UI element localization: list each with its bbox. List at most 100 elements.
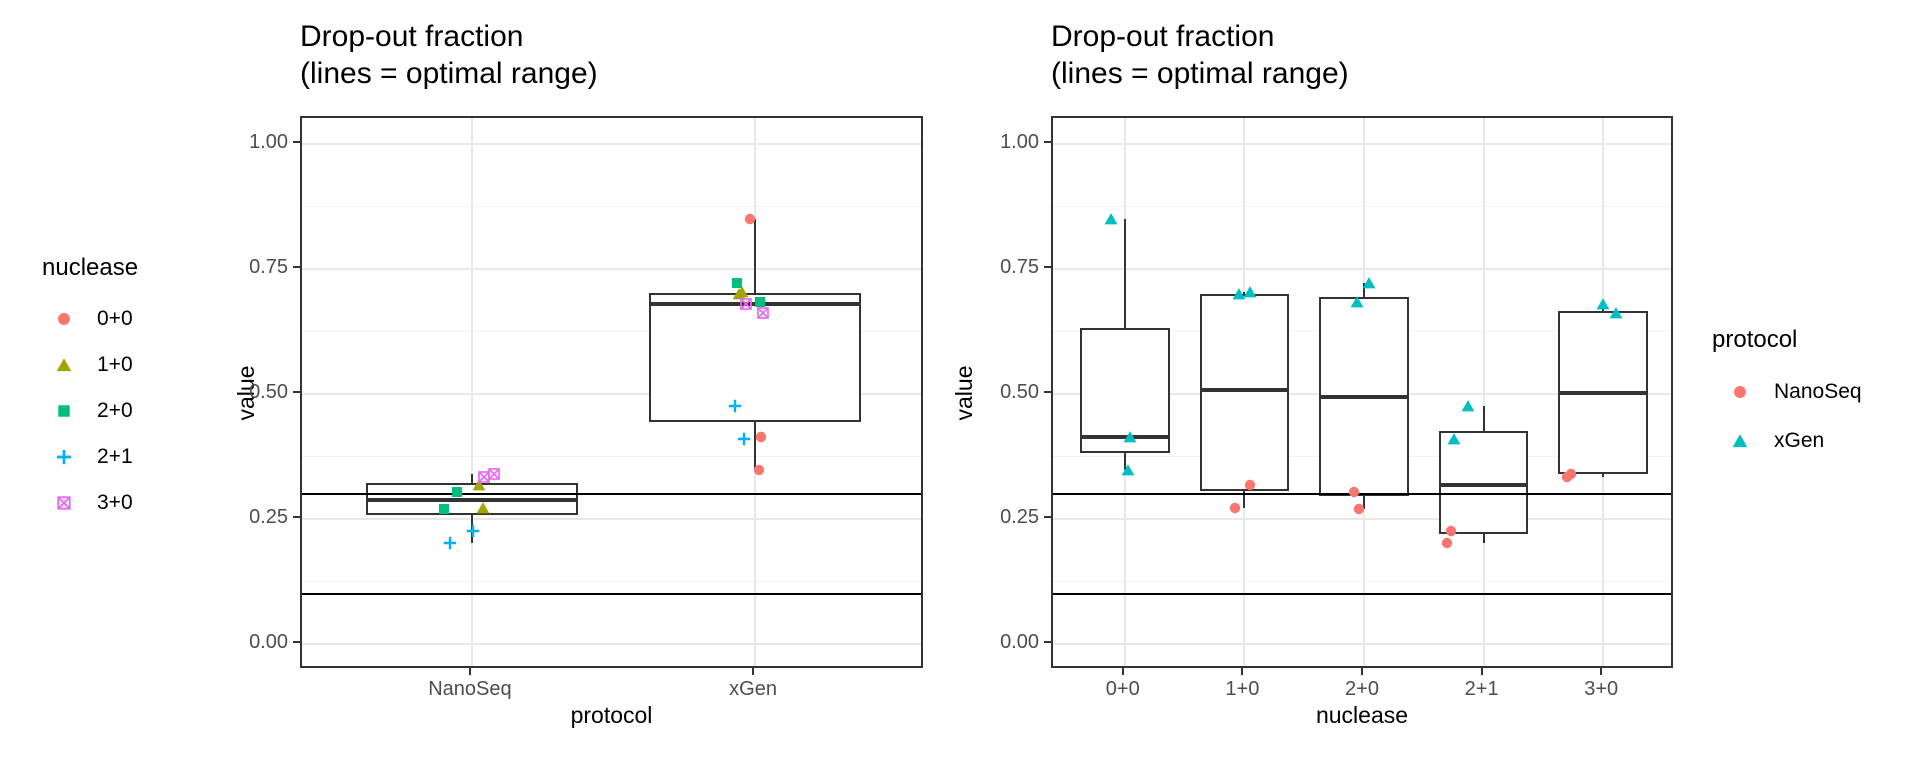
x-tick-mark	[1600, 668, 1603, 675]
y-tick-label: 0.75	[1000, 256, 1039, 278]
plot-title-line2: (lines = optimal range)	[1051, 57, 1349, 90]
reference-line	[1053, 493, 1671, 495]
legend-item-label: 0+0	[97, 307, 133, 330]
gridline-major	[302, 643, 921, 645]
boxplot-box	[648, 292, 862, 422]
legend-key-square-icon	[56, 403, 72, 424]
x-tick-mark	[752, 668, 755, 675]
y-tick-label: 0.00	[1000, 631, 1039, 653]
jitter-point	[437, 502, 451, 521]
gridline-major	[1053, 518, 1671, 520]
gridline-minor	[302, 581, 921, 582]
gridline-major	[1053, 268, 1671, 270]
y-tick-mark	[1044, 641, 1051, 643]
legend-item-label: 1+0	[97, 353, 133, 376]
y-tick-mark	[1044, 141, 1051, 143]
legend-key-square-x-icon	[56, 495, 72, 516]
boxplot-box	[1079, 328, 1170, 453]
jitter-point	[472, 478, 486, 497]
jitter-point	[487, 467, 501, 486]
x-axis-title-left: protocol	[570, 702, 653, 728]
gridline-major	[302, 268, 921, 270]
y-tick-mark	[293, 266, 300, 268]
jitter-point	[1121, 463, 1135, 482]
jitter-point	[443, 536, 457, 555]
jitter-point	[1444, 524, 1458, 543]
boxplot-whisker-upper	[1243, 291, 1246, 294]
jitter-point	[728, 399, 742, 418]
gridline-major	[1053, 643, 1671, 645]
legend-key-circle-icon	[1732, 384, 1748, 405]
legend-title-nuclease: nuclease	[42, 254, 139, 281]
jitter-point	[756, 306, 770, 325]
gridline-minor	[1053, 581, 1671, 582]
gridline-major	[302, 143, 921, 145]
y-tick-label: 0.50	[249, 381, 288, 403]
jitter-point	[739, 297, 753, 316]
plot-panel-right	[1051, 116, 1673, 668]
y-tick-mark	[1044, 391, 1051, 393]
jitter-point	[730, 276, 744, 295]
y-tick-label: 0.75	[249, 256, 288, 278]
jitter-point	[1243, 478, 1257, 497]
gridline-minor	[1053, 206, 1671, 207]
plot-title-line1: Drop-out fraction	[1051, 20, 1275, 53]
jitter-point	[737, 432, 751, 451]
y-tick-mark	[1044, 266, 1051, 268]
x-tick-mark	[1121, 668, 1124, 675]
y-tick-mark	[293, 391, 300, 393]
x-axis-title-right: nuclease	[1315, 702, 1409, 728]
gridline-major	[302, 518, 921, 520]
jitter-point	[466, 524, 480, 543]
boxplot-whisker-upper	[470, 473, 473, 483]
jitter-point	[1609, 306, 1623, 325]
legend-item-label: NanoSeq	[1774, 380, 1862, 403]
legend-item-label: xGen	[1774, 429, 1825, 452]
boxplot-whisker-lower	[1602, 474, 1605, 477]
boxplot-whisker-lower	[1243, 490, 1246, 508]
y-tick-label: 0.50	[1000, 381, 1039, 403]
x-tick-label: 2+1	[1464, 678, 1499, 700]
legend-item-label: 2+1	[97, 445, 133, 468]
legend-key-triangle-icon	[56, 357, 72, 378]
gridline-major	[1053, 143, 1671, 145]
jitter-point	[476, 501, 490, 520]
boxplot-whisker-lower	[1363, 496, 1365, 509]
boxplot-whisker-upper	[1482, 406, 1485, 431]
jitter-point	[1232, 287, 1246, 306]
gridline-minor	[302, 331, 921, 332]
legend-item-label: 3+0	[97, 491, 133, 514]
plot-panel-left	[300, 116, 923, 668]
y-tick-label: 1.00	[249, 131, 288, 153]
y-tick-label: 0.25	[1000, 506, 1039, 528]
y-tick-label: 1.00	[1000, 131, 1039, 153]
jitter-point	[1447, 432, 1461, 451]
x-tick-mark	[1480, 668, 1483, 675]
reference-line	[302, 593, 921, 595]
plot-title-line2: (lines = optimal range)	[300, 57, 598, 90]
boxplot-whisker-lower	[754, 421, 757, 470]
boxplot-median	[1319, 395, 1409, 399]
plot-title-line1: Drop-out fraction	[300, 20, 524, 53]
boxplot-median	[648, 302, 862, 306]
jitter-point	[1123, 430, 1137, 449]
x-tick-label: 2+0	[1345, 678, 1379, 700]
jitter-point	[1104, 212, 1118, 231]
jitter-point	[1596, 297, 1610, 316]
jitter-point	[1228, 501, 1242, 520]
legend-title-protocol: protocol	[1712, 326, 1798, 353]
boxplot-whisker-lower	[1482, 534, 1485, 543]
gridline-major	[302, 393, 921, 395]
plot-title-right: Drop-out fraction (lines = optimal range…	[1051, 18, 1349, 92]
jitter-point	[1461, 399, 1475, 418]
boxplot-whisker-upper	[754, 219, 757, 293]
jitter-point	[754, 430, 768, 449]
boxplot-box	[1438, 430, 1529, 534]
x-tick-mark	[468, 668, 471, 675]
legend-key-triangle-icon	[1732, 433, 1748, 454]
